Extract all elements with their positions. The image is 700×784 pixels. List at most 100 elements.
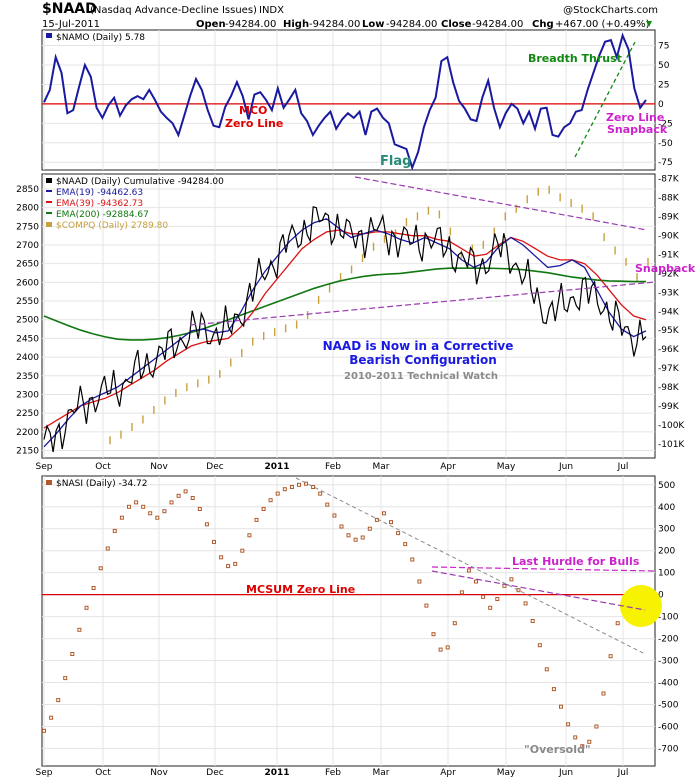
x-axis-label: Jun [558,462,573,472]
nasi-point [474,579,478,584]
nasi-point [382,511,386,516]
nasi-point [403,542,408,547]
x-axis-label: Oct [95,462,111,472]
lower-trendline [189,281,656,326]
nasi-point [594,724,599,729]
nasi-point [608,654,613,659]
nasi-point [466,568,471,573]
naad-y-tick: 2800 [16,204,39,214]
nasi-point [559,704,563,709]
nasi-y-tick: -200 [658,635,679,645]
nasi-point [275,491,280,496]
chg-label: Chg [532,19,554,30]
nasi-y-tick: -300 [658,657,679,667]
oversold-label: "Oversold" [524,743,591,756]
x-axis-label: Feb [325,462,341,472]
ema39-legend-swatch [46,201,52,203]
namo-series [42,32,655,171]
x-axis-label: May [497,462,516,472]
ema200-legend: EMA(200) -92884.67 [56,210,149,220]
nasi-point [311,485,316,489]
mco-label: MCO [239,104,267,117]
nasi-down-trendline [431,570,646,611]
nasi-point [396,531,401,536]
naad-y-tick: 2350 [16,372,39,382]
nasi-point [445,645,450,650]
nasi-point [162,509,167,514]
high-label: High [283,19,309,30]
low-value: -94284.00 [386,19,437,30]
x-axis-label: Jul [617,768,629,778]
nasi-point [523,601,528,606]
exchange-label: INDX [259,5,284,16]
naad-y-tick: 2200 [16,428,39,438]
nasi-point [63,676,68,681]
x-axis-label: Mar [373,768,390,778]
low-label: Low [362,19,384,30]
nasi-point [261,507,266,511]
nasi-point [516,588,521,593]
naad-right-tick: -97K [658,364,680,374]
nasi-point [509,577,514,582]
namo-y-tick: 0 [658,100,664,110]
zero-line-label: Zero Line [225,117,283,130]
mcsum-label: MCSUM Zero Line [246,583,355,596]
nasi-point [112,528,117,533]
nasi-point [318,491,323,496]
upper-trendline [354,176,648,231]
nasi-point [204,522,209,527]
nasi-point [176,493,181,498]
naad-right-tick: -88K [658,193,680,203]
x-axis-label: Nov [150,768,168,778]
flag-label: Flag [380,154,411,169]
naad-series [43,185,649,453]
nasi-point [155,515,160,520]
x-axis-label: Dec [206,462,223,472]
naad-y-tick: 2500 [16,316,39,326]
namo-y-tick: 50 [658,61,670,71]
nasi-legend-swatch [46,480,52,485]
nasi-y-tick: 200 [658,547,675,557]
x-axis-label: Oct [95,768,111,778]
nasi-annotations: Last Hurdle for Bulls MCSUM Zero Line "O… [246,477,662,756]
breadth-thrust-line [574,41,636,158]
nasi-point [56,698,61,703]
nasi-point [226,564,231,569]
nasi-point [77,627,82,632]
namo-y-tick: -75 [658,158,673,168]
nasi-point [573,735,578,740]
nasi-point [367,526,372,531]
close-label: Close [441,19,472,30]
symbol-title: $NAAD [42,1,97,17]
naad-y-tick: 2600 [16,278,39,288]
naad-y-tick: 2300 [16,390,39,400]
change-up-icon [646,21,652,27]
nasi-point [424,603,429,608]
nasi-point [488,605,493,610]
namo-title: $NAMO (Daily) 5.78 [56,33,145,43]
naad-y-tick: 2650 [16,260,39,270]
nasi-point [438,647,443,652]
snapback-label: Snapback [635,262,696,275]
naad-y-tick: 2400 [16,353,39,363]
nasi-point [601,691,606,696]
nasi-y-tick: -500 [658,700,679,710]
nasi-point [544,667,549,672]
grid-lines [42,30,655,766]
nasi-point [148,511,153,516]
ema19-legend: EMA(19) -94462.63 [56,188,143,198]
x-axis-label: Feb [325,768,341,778]
nasi-point [495,597,500,601]
date-label: 15-Jul-2011 [42,19,100,30]
chg-value: +467.00 (+0.49%) [555,19,650,30]
naad-right-tick: -94K [658,307,680,317]
nasi-point [325,502,330,507]
naad-comment-line1: NAAD is Now in a Corrective [323,339,514,353]
namo-panel [41,29,656,171]
nasi-point [289,485,294,489]
naad-line [43,206,647,453]
nasi-point [134,500,139,505]
nasi-point [169,500,174,505]
naad-title: $NAAD (Daily) Cumulative -94284.00 [56,177,224,187]
high-value: -94284.00 [309,19,360,30]
